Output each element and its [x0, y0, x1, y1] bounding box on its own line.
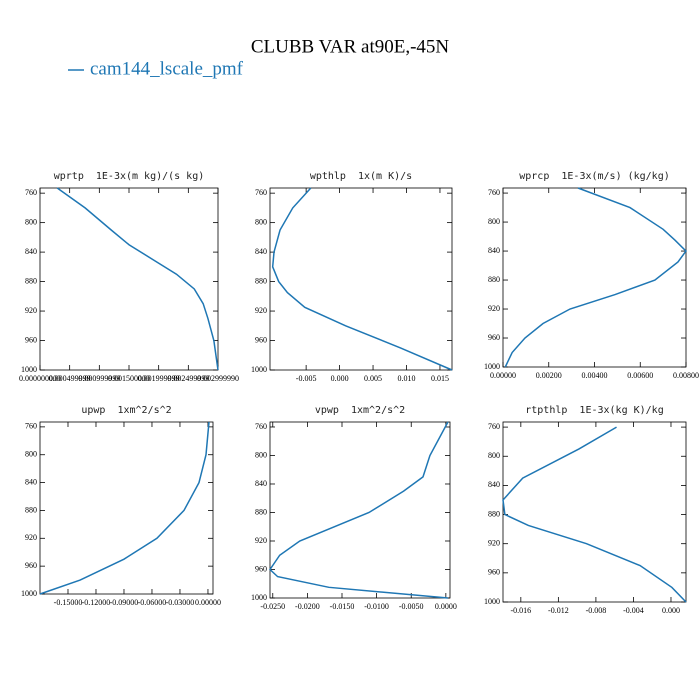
y-tick-label: 920 — [255, 306, 267, 315]
x-tick-label: -0.004 — [623, 606, 644, 615]
plot-frame — [269, 421, 451, 599]
x-tick-label: -0.008 — [586, 606, 607, 615]
y-tick-label: 760 — [25, 422, 37, 431]
x-tick-label: 0.005 — [364, 374, 382, 383]
y-tick-label: 760 — [488, 188, 500, 197]
x-tick-label: 0.00600 — [627, 371, 653, 380]
y-tick-label: 760 — [488, 422, 500, 431]
x-tick-label: 0.000 — [331, 374, 349, 383]
legend-label: cam144_lscale_pmf — [90, 58, 244, 79]
x-tick-label: -0.03000 — [166, 598, 195, 607]
y-tick-label: 960 — [488, 568, 500, 577]
panel-title: wprcp 1E-3x(m/s) (kg/kg) — [519, 171, 670, 182]
y-tick-label: 1000 — [21, 589, 37, 598]
data-line — [56, 187, 219, 371]
x-tick-label: -0.005 — [296, 374, 317, 383]
y-tick-label: 800 — [255, 217, 267, 226]
y-tick-label: 840 — [488, 480, 500, 489]
y-tick-label: 880 — [255, 276, 267, 285]
x-tick-label: -0.0200 — [295, 602, 320, 611]
x-tick-label: -0.12000 — [82, 598, 111, 607]
y-tick-label: 880 — [488, 275, 500, 284]
y-tick-label: 920 — [488, 304, 500, 313]
panel-title: wpthlp 1x(m K)/s — [310, 171, 412, 182]
x-tick-label: 0.00400 — [582, 371, 608, 380]
x-tick-label: 0.010 — [398, 374, 416, 383]
x-tick-label: -0.06000 — [138, 598, 167, 607]
y-tick-label: 960 — [25, 335, 37, 344]
y-tick-label: 960 — [255, 564, 267, 573]
y-tick-label: 800 — [25, 450, 37, 459]
y-tick-label: 920 — [488, 539, 500, 548]
x-tick-label: 0.000499999 — [49, 374, 91, 383]
x-tick-label: -0.016 — [510, 606, 531, 615]
y-tick-label: 960 — [25, 561, 37, 570]
y-tick-label: 1000 — [21, 365, 37, 374]
y-tick-label: 1000 — [251, 365, 267, 374]
x-tick-label: -0.0050 — [399, 602, 424, 611]
x-tick-label: 0.000000000 — [19, 374, 61, 383]
plot-frame — [502, 421, 687, 603]
y-tick-label: 840 — [255, 247, 267, 256]
x-tick-label: 0.001999999 — [138, 374, 180, 383]
x-tick-label: 0.002999990 — [197, 374, 239, 383]
x-tick-label: 0.015 — [431, 374, 449, 383]
y-tick-label: 1000 — [251, 593, 267, 602]
y-tick-label: 1000 — [484, 597, 500, 606]
y-tick-label: 880 — [255, 507, 267, 516]
y-tick-label: 760 — [25, 188, 37, 197]
y-tick-label: 960 — [255, 335, 267, 344]
x-tick-label: 0.000999999 — [78, 374, 120, 383]
plot-frame — [269, 187, 453, 371]
figure-title: CLUBB VAR at90E,-45N — [251, 36, 450, 57]
data-line — [504, 187, 687, 368]
data-line — [39, 421, 210, 595]
x-tick-label: 0.0000 — [435, 602, 457, 611]
x-tick-label: 0.00000 — [195, 598, 221, 607]
y-tick-label: 760 — [255, 422, 267, 431]
y-tick-label: 840 — [25, 477, 37, 486]
y-tick-label: 800 — [25, 217, 37, 226]
y-tick-label: 920 — [25, 533, 37, 542]
y-tick-label: 960 — [488, 333, 500, 342]
y-tick-label: 800 — [488, 451, 500, 460]
x-tick-label: -0.0250 — [260, 602, 285, 611]
panel-title: vpwp 1xm^2/s^2 — [315, 405, 405, 416]
panel-title: upwp 1xm^2/s^2 — [81, 405, 171, 416]
y-tick-label: 1000 — [484, 362, 500, 371]
data-line — [269, 421, 449, 599]
data-line — [502, 426, 687, 603]
y-tick-label: 760 — [255, 188, 267, 197]
x-tick-label: -0.15000 — [54, 598, 83, 607]
x-tick-label: -0.0150 — [330, 602, 355, 611]
x-tick-label: -0.09000 — [110, 598, 139, 607]
y-tick-label: 920 — [255, 536, 267, 545]
y-tick-label: 880 — [25, 505, 37, 514]
y-tick-label: 920 — [25, 306, 37, 315]
y-tick-label: 800 — [488, 217, 500, 226]
y-tick-label: 880 — [25, 276, 37, 285]
x-tick-label: 0.00000 — [490, 371, 516, 380]
panel-title: rtpthlp 1E-3x(kg K)/kg — [525, 405, 663, 416]
y-tick-label: 800 — [255, 450, 267, 459]
x-tick-label: 0.000 — [662, 606, 680, 615]
data-line — [271, 187, 453, 371]
y-tick-label: 840 — [25, 247, 37, 256]
plot-frame — [39, 421, 214, 595]
x-tick-label: 0.002499999 — [167, 374, 209, 383]
panel-title: wprtp 1E-3x(m kg)/(s kg) — [54, 171, 205, 182]
y-tick-label: 840 — [255, 479, 267, 488]
y-tick-label: 840 — [488, 246, 500, 255]
x-tick-label: 0.00200 — [536, 371, 562, 380]
y-tick-label: 880 — [488, 509, 500, 518]
x-tick-label: -0.0100 — [364, 602, 389, 611]
x-tick-label: 0.00800 — [673, 371, 699, 380]
x-tick-label: 0.001500000 — [108, 374, 150, 383]
x-tick-label: -0.012 — [548, 606, 569, 615]
